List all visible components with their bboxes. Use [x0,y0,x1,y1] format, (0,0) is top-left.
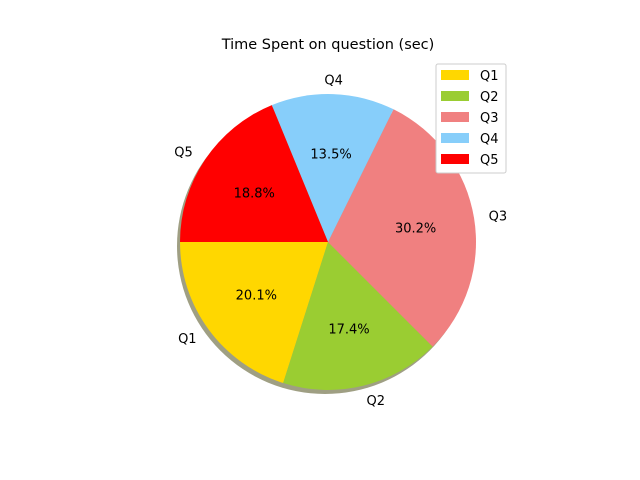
slice-label-q3: Q3 [489,210,508,225]
pie-slice-q2 [283,242,433,390]
legend-label-q1: Q1 [480,69,499,84]
legend-label-q5: Q5 [480,153,499,168]
legend-swatch-q2 [441,91,469,101]
pie-slice-q5 [180,105,328,243]
slice-labels: Q1 Q2 Q3 Q4 Q5 [174,73,507,409]
legend-label-q3: Q3 [480,111,499,126]
slice-label-q2: Q2 [367,394,386,409]
pie-slice-q4 [271,94,394,243]
slice-label-q1: Q1 [178,332,197,347]
legend: Q1 Q2 Q3 Q4 Q5 [435,63,507,174]
slice-percent-q4: 13.5% [310,147,351,162]
slice-percent-q5: 18.8% [234,187,275,202]
chart-title: Time Spent on question (sec) [221,37,435,53]
legend-swatch-q4 [441,133,469,143]
slice-percent-q3: 30.2% [395,222,436,237]
slice-percent-q1: 20.1% [236,288,277,303]
pie-slices [180,94,476,390]
slice-percent-q2: 17.4% [328,322,369,337]
slice-label-q4: Q4 [324,73,343,88]
legend-label-q4: Q4 [480,132,499,147]
legend-swatch-q1 [441,70,469,80]
legend-label-q2: Q2 [480,90,499,105]
slice-percent-labels: 20.1% 17.4% 30.2% 13.5% 18.8% [234,147,437,337]
legend-items: Q1 Q2 Q3 Q4 Q5 [441,69,499,168]
legend-swatch-q5 [441,154,469,164]
pie-slice-q1 [180,242,328,384]
slice-label-q5: Q5 [174,145,193,160]
legend-swatch-q3 [441,112,469,122]
